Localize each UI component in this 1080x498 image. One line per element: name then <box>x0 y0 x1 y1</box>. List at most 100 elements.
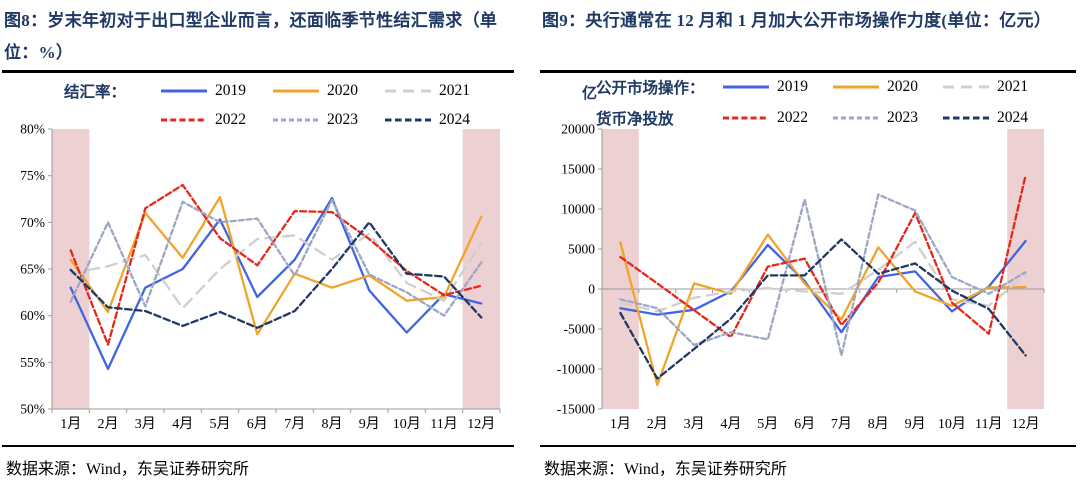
legend-label-2019: 2019 <box>777 77 808 95</box>
figure-8-legend: 结汇率： 2019 2020 2021 2022 2023 2024 <box>64 80 496 129</box>
legend-label-2024: 2024 <box>997 108 1028 126</box>
legend-item-2022: 2022 <box>722 109 832 127</box>
fig8-plot-svg: 80% 75% 70% 65% 60% 55% 50% 1月 2月 3月 4月 5月 6月 7月 8月 9月 1… <box>20 121 501 432</box>
x-axis-label: 4月 <box>720 416 741 432</box>
figure-9-chart: 亿 公开市场操作： 2019 2020 2021 货币净投放 2022 2023 2024 2… <box>540 73 1076 445</box>
x-axis-label: 12月 <box>467 416 495 432</box>
legend-item-2024: 2024 <box>942 109 1052 127</box>
x-axis-label: 3月 <box>135 416 156 432</box>
title-rule <box>540 70 1076 73</box>
source-rule <box>540 444 1076 447</box>
legend-title-line2: 货币净投放 <box>596 110 674 128</box>
x-axis-label: 8月 <box>868 416 889 432</box>
figure-8-chart: 结汇率： 2019 2020 2021 2022 2023 2024 80% 75% 70% 65… <box>2 73 514 445</box>
series-line-2023 <box>619 192 1027 357</box>
figure-9-source: 数据来源：Wind，东吴证券研究所 <box>544 460 787 478</box>
legend-item-2024: 2024 <box>384 111 496 129</box>
fig9-plot-svg: 20000 15000 10000 5000 0 -5000 -10000 -15000 1月 2… <box>557 121 1045 432</box>
legend-label-2021: 2021 <box>439 81 470 99</box>
legend-item-2020: 2020 <box>832 78 942 96</box>
report-figures-row: 图8：岁末年初对于出口型企业而言，还面临季节性结汇需求（单位：%） 结汇率： 20… <box>2 2 1076 479</box>
legend-label-2019: 2019 <box>215 81 246 99</box>
legend-swatch-2020 <box>273 89 319 92</box>
x-axis-label: 9月 <box>359 416 380 432</box>
series-line-2020 <box>619 232 1027 386</box>
legend-swatch-2024 <box>385 118 431 121</box>
x-axis-label: 10月 <box>938 416 966 432</box>
x-axis-label: 3月 <box>684 416 705 432</box>
x-axis-label: 4月 <box>172 416 193 432</box>
figure-9-panel: 图9：央行通常在 12 月和 1 月加大公开市场操作力度(单位：亿元） 亿 公开… <box>540 2 1076 479</box>
y-axis-label: 80% <box>20 121 45 136</box>
x-axis-label: 7月 <box>831 416 852 432</box>
axes: 80% 75% 70% 65% 60% 55% 50% 1月 2月 3月 4月 5月 6月 7月 8月 9月 1… <box>20 121 501 432</box>
legend-item-2023: 2023 <box>832 109 942 127</box>
legend-label-2022: 2022 <box>215 110 246 128</box>
source-rule <box>2 444 514 447</box>
x-axis-label: 6月 <box>794 416 815 432</box>
y-axis-label: -5000 <box>564 321 596 336</box>
y-axis-label: -15000 <box>557 401 595 416</box>
series-line-2024 <box>69 220 483 329</box>
legend-swatch-2022 <box>723 116 769 119</box>
x-axis-label: 11月 <box>430 416 457 432</box>
y-axis-label: 15000 <box>561 161 595 176</box>
axes: 20000 15000 10000 5000 0 -5000 -10000 -15000 1月 2… <box>557 121 1045 432</box>
series-line-2023 <box>69 198 483 317</box>
x-axis-label: 9月 <box>905 416 926 432</box>
series-line-2024 <box>619 237 1027 380</box>
x-axis-label: 7月 <box>284 416 305 432</box>
x-axis-label: 8月 <box>322 416 343 432</box>
series-line-2022 <box>619 173 1027 338</box>
y-axis-label: 60% <box>20 308 45 323</box>
legend-item-2020: 2020 <box>272 82 384 100</box>
legend-swatch-2024 <box>943 116 989 119</box>
legend-item-2021: 2021 <box>384 82 496 100</box>
legend-swatch-2022 <box>161 118 207 121</box>
legend-label-2023: 2023 <box>327 110 358 128</box>
legend-item-2019: 2019 <box>722 78 832 96</box>
legend-label-2020: 2020 <box>887 77 918 95</box>
y-axis-unit-label: 亿 <box>582 85 598 102</box>
legend-title-line1: 结汇率： <box>64 83 127 101</box>
legend-swatch-2023 <box>273 118 319 121</box>
y-axis-label: 55% <box>20 354 45 369</box>
legend-swatch-2021 <box>943 85 989 88</box>
legend-label-2022: 2022 <box>777 108 808 126</box>
legend-swatch-2019 <box>161 89 207 92</box>
legend-swatch-2020 <box>833 85 879 88</box>
legend-swatch-2023 <box>833 116 879 119</box>
legend-swatch-2021 <box>385 89 431 92</box>
legend-label-2023: 2023 <box>887 108 918 126</box>
legend-item-2022: 2022 <box>160 111 272 129</box>
y-axis-label: -10000 <box>557 361 595 376</box>
legend-item-2021: 2021 <box>942 78 1052 96</box>
x-axis-label: 11月 <box>975 416 1002 432</box>
y-axis-label: 10000 <box>561 201 595 216</box>
y-axis-label: 70% <box>20 214 45 229</box>
series-line-2019 <box>619 239 1027 333</box>
title-rule <box>2 70 514 73</box>
legend-item-2019: 2019 <box>160 82 272 100</box>
legend-title-line1: 公开市场操作： <box>596 79 705 97</box>
figure-8-panel: 图8：岁末年初对于出口型企业而言，还面临季节性结汇需求（单位：%） 结汇率： 20… <box>2 2 514 479</box>
legend-label-2020: 2020 <box>327 81 358 99</box>
legend-swatch-2019 <box>723 85 769 88</box>
legend-item-2023: 2023 <box>272 111 384 129</box>
x-axis-label: 2月 <box>98 416 119 432</box>
x-axis-label: 5月 <box>757 416 778 432</box>
highlight-band-12月 <box>462 128 500 409</box>
y-axis-label: 20000 <box>561 121 595 136</box>
highlight-band-1月 <box>602 128 639 409</box>
figure-9-legend: 公开市场操作： 2019 2020 2021 货币净投放 2022 2023 2024 <box>596 76 1052 129</box>
y-axis-label: 5000 <box>568 241 595 256</box>
x-axis-label: 12月 <box>1012 416 1040 432</box>
y-axis-label: 50% <box>20 401 45 416</box>
figure-8-title: 图8：岁末年初对于出口型企业而言，还面临季节性结汇需求（单位：%） <box>4 11 498 62</box>
figure-9-title: 图9：央行通常在 12 月和 1 月加大公开市场操作力度(单位：亿元） <box>542 11 1052 30</box>
x-axis-label: 10月 <box>393 416 421 432</box>
x-axis-label: 1月 <box>610 416 631 432</box>
x-axis-label: 1月 <box>60 416 81 432</box>
x-axis-label: 5月 <box>210 416 231 432</box>
x-axis-label: 2月 <box>647 416 668 432</box>
